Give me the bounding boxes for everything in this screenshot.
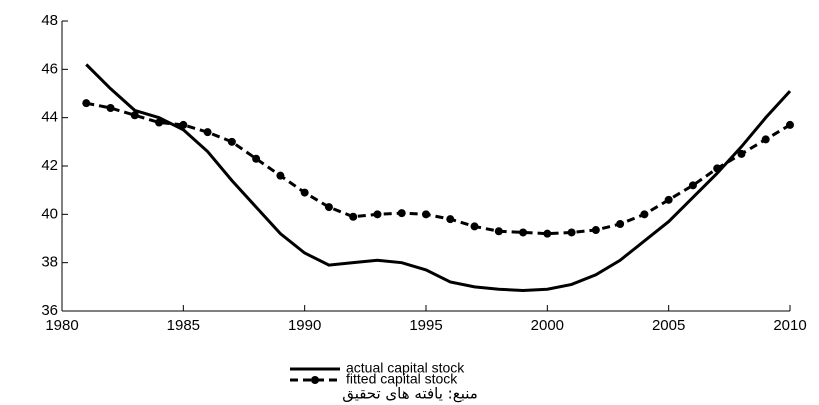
series-marker xyxy=(397,209,406,218)
y-tick-label: 48 xyxy=(41,12,58,29)
y-tick-label: 46 xyxy=(41,60,58,77)
series-marker xyxy=(324,203,333,212)
legend-marker xyxy=(311,376,319,384)
series-marker xyxy=(179,120,188,129)
series-marker xyxy=(616,220,625,228)
x-tick-label: 1985 xyxy=(167,317,200,334)
series-marker xyxy=(664,195,673,204)
y-tick-label: 38 xyxy=(41,254,58,271)
series-marker xyxy=(252,154,261,163)
source-note: منبع: یافته های تحقیق xyxy=(342,385,478,403)
x-tick-label: 1990 xyxy=(288,317,321,334)
x-tick-label: 1980 xyxy=(45,317,78,334)
y-tick-label: 44 xyxy=(41,109,58,126)
series-marker xyxy=(422,210,430,219)
series-marker xyxy=(446,215,455,224)
series-marker xyxy=(737,149,746,158)
series-marker xyxy=(470,222,479,231)
series-marker xyxy=(349,212,358,221)
series-line xyxy=(85,101,791,236)
series-marker xyxy=(106,104,115,112)
series-marker xyxy=(300,188,309,197)
series-marker xyxy=(276,171,285,180)
series-marker xyxy=(227,137,236,146)
series-marker xyxy=(591,226,600,235)
series-marker xyxy=(688,181,697,190)
y-tick-label: 42 xyxy=(41,157,58,174)
x-tick-label: 2000 xyxy=(531,317,564,334)
legend-label: actual capital stock xyxy=(346,360,465,376)
series-marker xyxy=(786,120,794,129)
series-marker xyxy=(543,229,552,238)
series-marker xyxy=(82,99,91,108)
legend-label: fitted capital stock xyxy=(346,371,458,387)
x-tick-label: 1995 xyxy=(409,317,442,334)
x-tick-label: 2005 xyxy=(652,317,685,334)
series-marker xyxy=(155,118,164,127)
series-marker xyxy=(494,227,503,236)
x-tick-label: 2010 xyxy=(773,317,806,334)
series-marker xyxy=(203,128,212,137)
series-marker xyxy=(567,228,576,237)
y-tick-label: 40 xyxy=(41,205,58,222)
series-marker xyxy=(373,210,382,219)
series-marker xyxy=(761,135,770,144)
series-marker xyxy=(640,210,649,219)
series-marker xyxy=(130,111,139,120)
series-marker xyxy=(713,164,722,173)
series-marker xyxy=(519,228,528,237)
y-tick-label: 36 xyxy=(41,302,58,319)
series-line xyxy=(85,63,792,292)
